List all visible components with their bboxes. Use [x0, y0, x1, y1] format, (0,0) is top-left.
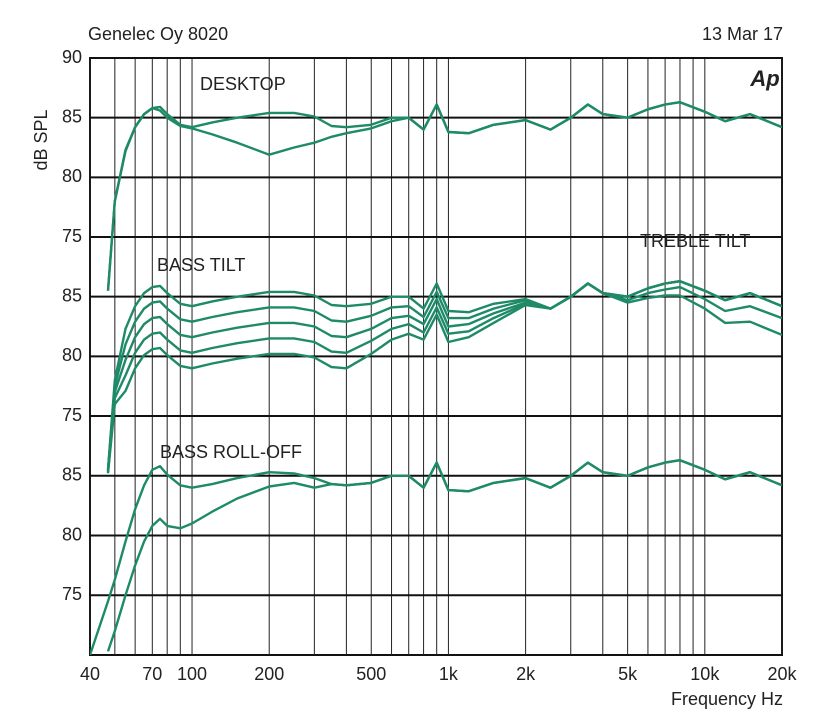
x-tick-label: 1k: [439, 664, 459, 684]
chart-date: 13 Mar 17: [702, 24, 783, 44]
y-tick-label: 85: [62, 106, 82, 126]
response-line: [106, 101, 782, 291]
x-tick-label: 2k: [516, 664, 536, 684]
annotation: BASS ROLL-OFF: [160, 442, 302, 462]
annotation: BASS TILT: [157, 255, 245, 275]
y-tick-label: 90: [62, 47, 82, 67]
x-tick-label: 20k: [767, 664, 797, 684]
y-tick-label: 75: [62, 405, 82, 425]
curves: [90, 101, 782, 655]
y-tick-label: 75: [62, 584, 82, 604]
x-tick-label: 500: [356, 664, 386, 684]
x-tick-label: 10k: [690, 664, 720, 684]
response-line: [106, 280, 782, 474]
y-tick-label: 80: [62, 345, 82, 365]
x-tick-label: 40: [80, 664, 100, 684]
y-tick-label: 75: [62, 226, 82, 246]
y-tick-label: 85: [62, 465, 82, 485]
y-tick-label: 80: [62, 166, 82, 186]
y-axis-label: dB SPL: [31, 109, 51, 170]
response-line: [106, 282, 782, 472]
x-tick-label: 200: [254, 664, 284, 684]
response-line: [106, 282, 782, 473]
annotation: DESKTOP: [200, 74, 286, 94]
x-axis-label: Frequency Hz: [671, 689, 783, 709]
x-tick-label: 70: [142, 664, 162, 684]
y-tick-label: 80: [62, 524, 82, 544]
response-line: [106, 459, 782, 652]
annotation: TREBLE TILT: [640, 231, 750, 251]
grid: [89, 57, 783, 655]
logo: Ap: [749, 66, 779, 91]
x-tick-label: 100: [177, 664, 207, 684]
x-tick-label: 5k: [618, 664, 638, 684]
chart-title: Genelec Oy 8020: [88, 24, 228, 44]
y-tick-label: 85: [62, 285, 82, 305]
